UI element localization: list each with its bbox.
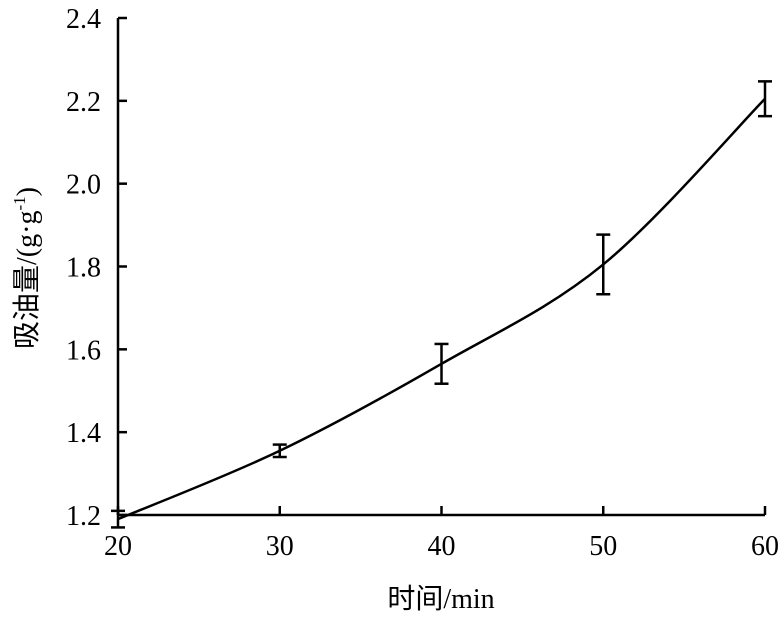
x-tick-label: 60 — [751, 531, 779, 562]
series-line — [117, 97, 766, 521]
x-axis-title: 时间/min — [387, 583, 494, 615]
y-tick-label: 1.4 — [66, 418, 101, 449]
y-tick-label: 1.8 — [66, 253, 101, 284]
error-bar — [111, 509, 125, 529]
y-tick-label: 1.2 — [66, 501, 101, 532]
x-ticks: 20 30 40 50 60 — [104, 506, 779, 562]
x-tick-label: 30 — [266, 531, 294, 562]
x-tick-label: 40 — [428, 531, 456, 562]
x-tick-label: 20 — [104, 531, 132, 562]
error-bar — [758, 80, 772, 118]
error-bar — [596, 233, 611, 296]
error-bar — [434, 342, 449, 385]
x-tick-label: 50 — [589, 531, 617, 562]
y-tick-label: 2.0 — [66, 170, 101, 201]
axes — [116, 18, 765, 517]
error-bar — [272, 443, 287, 459]
y-tick-label: 1.6 — [66, 335, 101, 366]
y-tick-label: 2.2 — [66, 87, 101, 118]
y-axis-title-close: ) — [12, 187, 43, 196]
y-tick-label: 2.4 — [66, 4, 101, 35]
y-axis-title-superscript: -1 — [10, 196, 29, 210]
y-axis-title: 吸油量/(g·g-1) — [10, 187, 43, 349]
y-axis-title-main: 吸油量/(g·g — [11, 211, 43, 349]
plot-area — [111, 80, 772, 529]
